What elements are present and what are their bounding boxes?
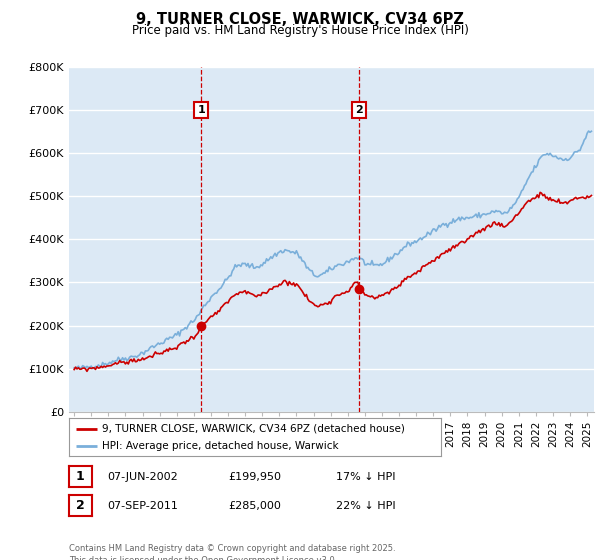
Text: 2: 2 [355, 105, 363, 115]
Text: 17% ↓ HPI: 17% ↓ HPI [336, 472, 395, 482]
Text: HPI: Average price, detached house, Warwick: HPI: Average price, detached house, Warw… [103, 441, 339, 451]
Text: 9, TURNER CLOSE, WARWICK, CV34 6PZ: 9, TURNER CLOSE, WARWICK, CV34 6PZ [136, 12, 464, 27]
Text: 07-JUN-2002: 07-JUN-2002 [107, 472, 178, 482]
Text: 1: 1 [197, 105, 205, 115]
Text: 1: 1 [76, 470, 85, 483]
Text: £285,000: £285,000 [228, 501, 281, 511]
Text: 9, TURNER CLOSE, WARWICK, CV34 6PZ (detached house): 9, TURNER CLOSE, WARWICK, CV34 6PZ (deta… [103, 423, 406, 433]
Text: 2: 2 [76, 499, 85, 512]
Text: Contains HM Land Registry data © Crown copyright and database right 2025.
This d: Contains HM Land Registry data © Crown c… [69, 544, 395, 560]
Text: 22% ↓ HPI: 22% ↓ HPI [336, 501, 395, 511]
Text: Price paid vs. HM Land Registry's House Price Index (HPI): Price paid vs. HM Land Registry's House … [131, 24, 469, 37]
Text: 07-SEP-2011: 07-SEP-2011 [107, 501, 178, 511]
Text: £199,950: £199,950 [228, 472, 281, 482]
